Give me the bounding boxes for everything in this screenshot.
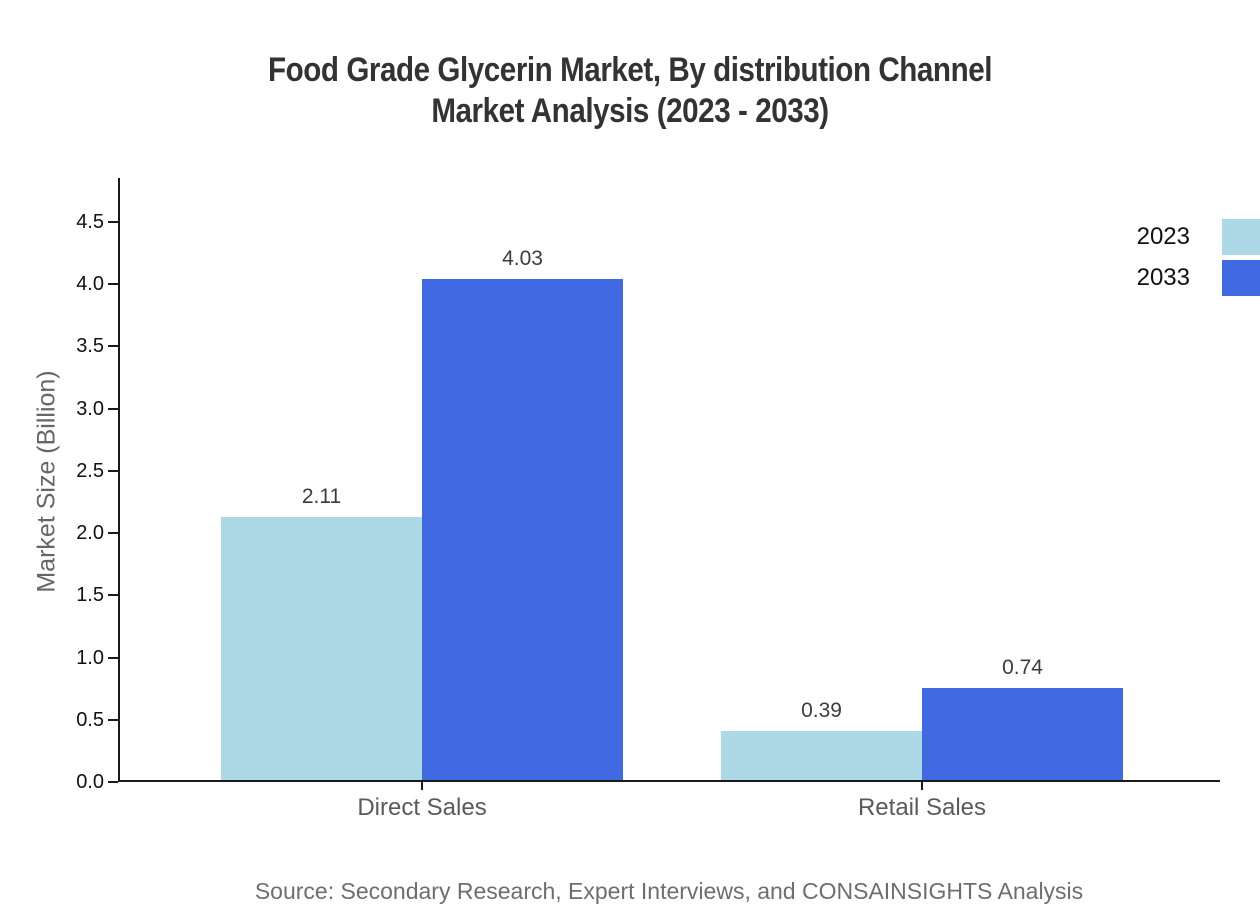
y-axis-tick bbox=[108, 345, 118, 348]
legend-swatch-2023 bbox=[1222, 219, 1260, 255]
y-axis-tick-label: 4.5 bbox=[76, 211, 104, 233]
y-axis-tick-label: 0.0 bbox=[76, 771, 104, 793]
y-axis-tick-label: 3.0 bbox=[76, 397, 104, 420]
bar-2033-retail-sales bbox=[922, 687, 1123, 780]
y-axis-tick-label: 0.5 bbox=[76, 708, 104, 731]
y-axis-tick bbox=[108, 283, 118, 286]
y-axis-tick-label: 3.5 bbox=[76, 335, 104, 358]
legend-swatch-2033 bbox=[1222, 260, 1260, 296]
bar-value-label: 0.39 bbox=[801, 699, 842, 723]
bar-2023-retail-sales bbox=[721, 731, 922, 780]
chart-title-line2: Market Analysis (2023 - 2033) bbox=[431, 92, 829, 130]
y-axis-tick-label: 2.5 bbox=[76, 459, 104, 482]
bar-value-label: 4.03 bbox=[502, 246, 543, 270]
y-axis-tick bbox=[108, 718, 118, 721]
bar-value-label: 0.74 bbox=[1002, 655, 1043, 679]
y-axis-tick bbox=[108, 469, 118, 472]
chart-title: Food Grade Glycerin Market, By distribut… bbox=[82, 50, 1178, 132]
legend-row-2023: 2023 bbox=[1137, 219, 1260, 255]
y-axis-tick-label: 1.0 bbox=[76, 646, 104, 669]
x-axis-tick bbox=[921, 780, 923, 790]
legend-row-2033: 2033 bbox=[1137, 260, 1260, 296]
y-axis-tick bbox=[108, 781, 118, 783]
y-axis-tick bbox=[108, 407, 118, 410]
chart-title-line1: Food Grade Glycerin Market, By distribut… bbox=[267, 51, 993, 89]
category-label: Retail Sales bbox=[857, 794, 987, 821]
legend-label-2033: 2033 bbox=[1136, 264, 1190, 291]
legend: 2023 2033 bbox=[1137, 219, 1260, 301]
y-axis-tick bbox=[108, 532, 118, 535]
y-axis-tick-label: 1.5 bbox=[76, 584, 104, 607]
plot-area: 0.0 0.5 1.0 1.5 2.0 2.5 3.0 3.5 4.0 4.5 Direct Sal… bbox=[76, 178, 1220, 821]
legend-label-2023: 2023 bbox=[1136, 223, 1190, 250]
bar-2023-direct-sales bbox=[221, 517, 422, 780]
x-axis-tick bbox=[421, 780, 423, 790]
category-label: Direct Sales bbox=[357, 794, 487, 821]
bar-2033-direct-sales bbox=[422, 278, 623, 780]
y-axis-tick-label: 4.0 bbox=[76, 273, 104, 296]
y-axis-tick bbox=[108, 221, 118, 223]
source-caption: Source: Secondary Research, Expert Inter… bbox=[254, 878, 1084, 904]
y-axis-tick bbox=[108, 594, 118, 597]
y-axis-tick-label: 2.0 bbox=[76, 522, 104, 545]
y-axis-tick bbox=[108, 656, 118, 659]
bar-value-label: 2.11 bbox=[301, 485, 342, 509]
